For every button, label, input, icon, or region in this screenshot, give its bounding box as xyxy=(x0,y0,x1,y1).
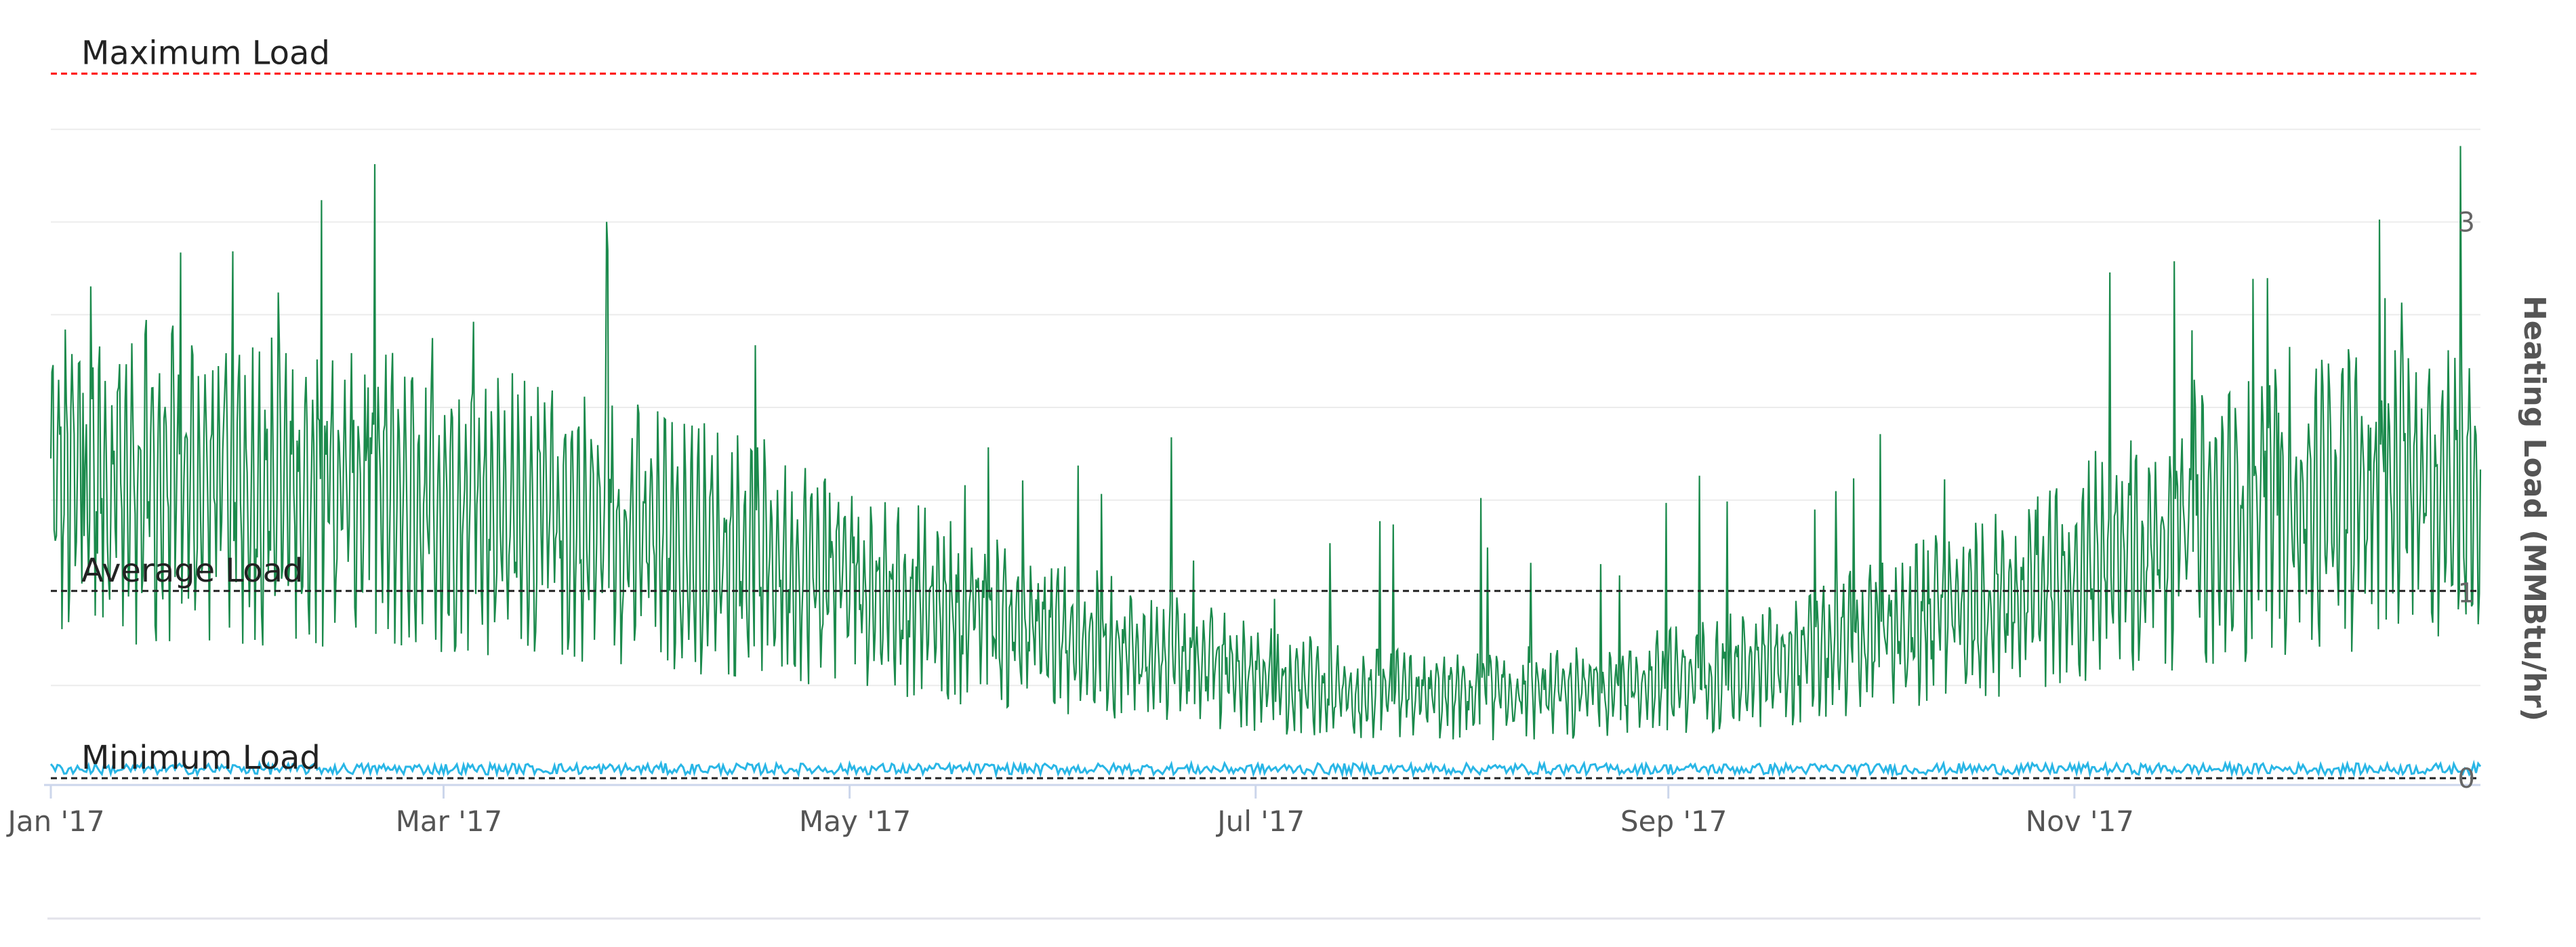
y-tick-label: 0 xyxy=(2458,763,2475,794)
y-axis: Heating Load (MMBtu/hr) 0 1 3 xyxy=(2458,207,2552,794)
reference-label-maximum-load: Maximum Load xyxy=(81,35,330,73)
gridlines xyxy=(51,128,2480,687)
reference-lines: Maximum Load Average Load Minimum Load xyxy=(51,35,2480,780)
y-tick-label: 1 xyxy=(2458,578,2475,609)
series-layer xyxy=(49,146,2482,779)
x-tick-label: Jul '17 xyxy=(1215,805,1305,838)
x-tick-label: Mar '17 xyxy=(396,805,503,838)
x-tick-label: Jan '17 xyxy=(5,805,104,838)
x-tick-label: Nov '17 xyxy=(2026,805,2134,838)
reference-label-average-load: Average Load xyxy=(81,552,304,590)
y-tick-label: 3 xyxy=(2458,207,2475,238)
reference-label-minimum-load: Minimum Load xyxy=(81,739,321,777)
series-line-minimum-band xyxy=(49,759,2482,779)
x-tick-label: Sep '17 xyxy=(1620,805,1727,838)
series-line-heating-load xyxy=(49,146,2482,741)
y-axis-title: Heating Load (MMBtu/hr) xyxy=(2517,296,2552,721)
x-tick-label: May '17 xyxy=(799,805,911,838)
x-axis: Jan '17 Mar '17 May '17 Jul '17 Sep '17 Nov '… xyxy=(5,784,2480,838)
